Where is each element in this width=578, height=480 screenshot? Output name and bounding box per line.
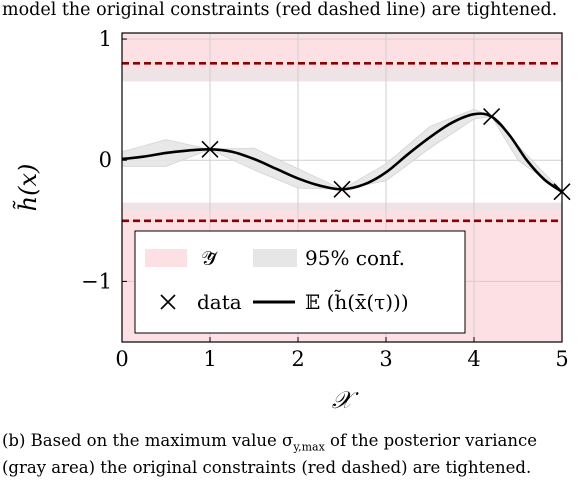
y-tick-label: 1	[99, 27, 112, 51]
chart: 0 1 2 3 4 5 1 0 −1 𝒳h̃(x) 𝒴̃ 95% conf. data 𝔼 (h̃(x̄(…	[13, 27, 571, 414]
top-caption: model the original constraints (red dash…	[2, 0, 558, 20]
legend-label-safe-set: 𝒴̃	[201, 246, 218, 270]
x-tick-label: 0	[115, 347, 128, 371]
data-point-marker	[483, 108, 501, 126]
legend-swatch-conf	[253, 249, 297, 267]
mean-prediction-line	[121, 112, 563, 193]
x-tick-label: 5	[555, 347, 568, 371]
y-axis-label: h̃(x)	[13, 164, 42, 212]
data-point-marker	[201, 140, 219, 158]
plot-frame	[121, 32, 563, 343]
tightening-margin-upper	[122, 69, 562, 82]
legend-box	[134, 230, 466, 334]
tightening-margin-lower	[122, 202, 562, 211]
legend-label-conf: 95% conf.	[305, 246, 405, 270]
x-tick-label: 4	[467, 347, 480, 371]
bottom-caption: (b) Based on the maximum value σy,max of…	[2, 430, 537, 478]
bottom-caption-line2: (gray area) the original constraints (re…	[2, 458, 532, 478]
y-tick-label: 0	[99, 148, 112, 172]
data-point-marker	[333, 180, 351, 198]
x-tick-label: 3	[379, 347, 392, 371]
x-tick-label: 1	[203, 347, 216, 371]
x-axis-label: 𝒳	[332, 386, 360, 414]
legend-label-data: data	[197, 290, 242, 314]
legend-swatch-safe-set	[145, 249, 187, 267]
y-tick-label: −1	[81, 269, 112, 293]
bottom-caption-line1: (b) Based on the maximum value σy,max of…	[2, 431, 537, 454]
legend-label-mean: 𝔼 (h̃(x̄(τ)))	[305, 290, 409, 314]
legend-marker-data	[160, 294, 176, 310]
x-tick-label: 2	[291, 347, 304, 371]
